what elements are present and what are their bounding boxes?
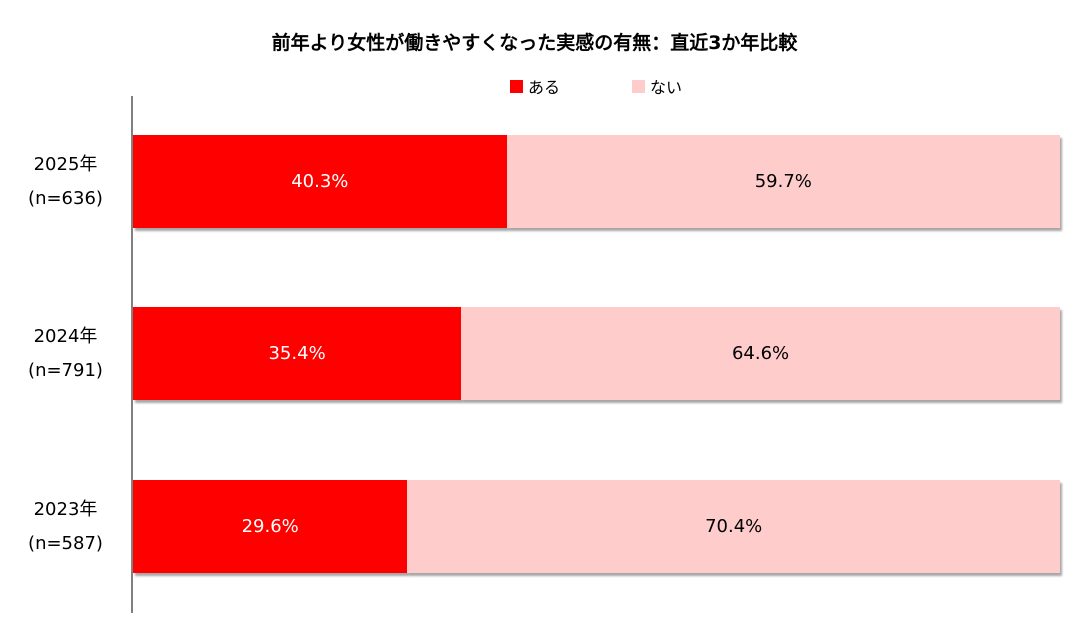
bar-segment	[461, 307, 1060, 400]
bar-segment	[407, 480, 1060, 573]
data-label: 35.4%	[268, 343, 326, 364]
category-year: 2023年	[33, 498, 98, 520]
category-year: 2024年	[33, 325, 98, 347]
legend-swatch-aru	[510, 79, 523, 93]
bar-segment	[133, 307, 462, 400]
legend: ある ない	[0, 74, 1069, 98]
category-label: 2025年 (n=636)	[0, 148, 131, 216]
data-label: 59.7%	[754, 171, 812, 192]
bar-segment	[133, 135, 507, 228]
data-label: 29.6%	[241, 516, 299, 537]
category-n: (n=636)	[28, 187, 103, 209]
legend-item-aru: ある	[510, 74, 560, 98]
data-label: 64.6%	[731, 343, 790, 364]
legend-item-nai: ない	[632, 74, 682, 98]
category-label: 2023年 (n=587)	[0, 493, 131, 561]
data-label: 70.4%	[705, 516, 763, 537]
category-year: 2025年	[33, 153, 98, 175]
category-n: (n=791)	[28, 359, 103, 381]
category-axis-line	[131, 96, 133, 613]
legend-label-aru: ある	[528, 78, 561, 97]
chart-title: 前年より女性が働きやすくなった実感の有無：直近3か年比較	[271, 32, 798, 54]
legend-label-nai: ない	[650, 78, 683, 97]
category-label: 2024年 (n=791)	[0, 320, 131, 388]
bar-segment	[506, 135, 1060, 228]
bar-segment	[133, 480, 408, 573]
data-label: 40.3%	[291, 171, 349, 192]
category-n: (n=587)	[28, 532, 103, 554]
legend-swatch-nai	[632, 79, 645, 93]
